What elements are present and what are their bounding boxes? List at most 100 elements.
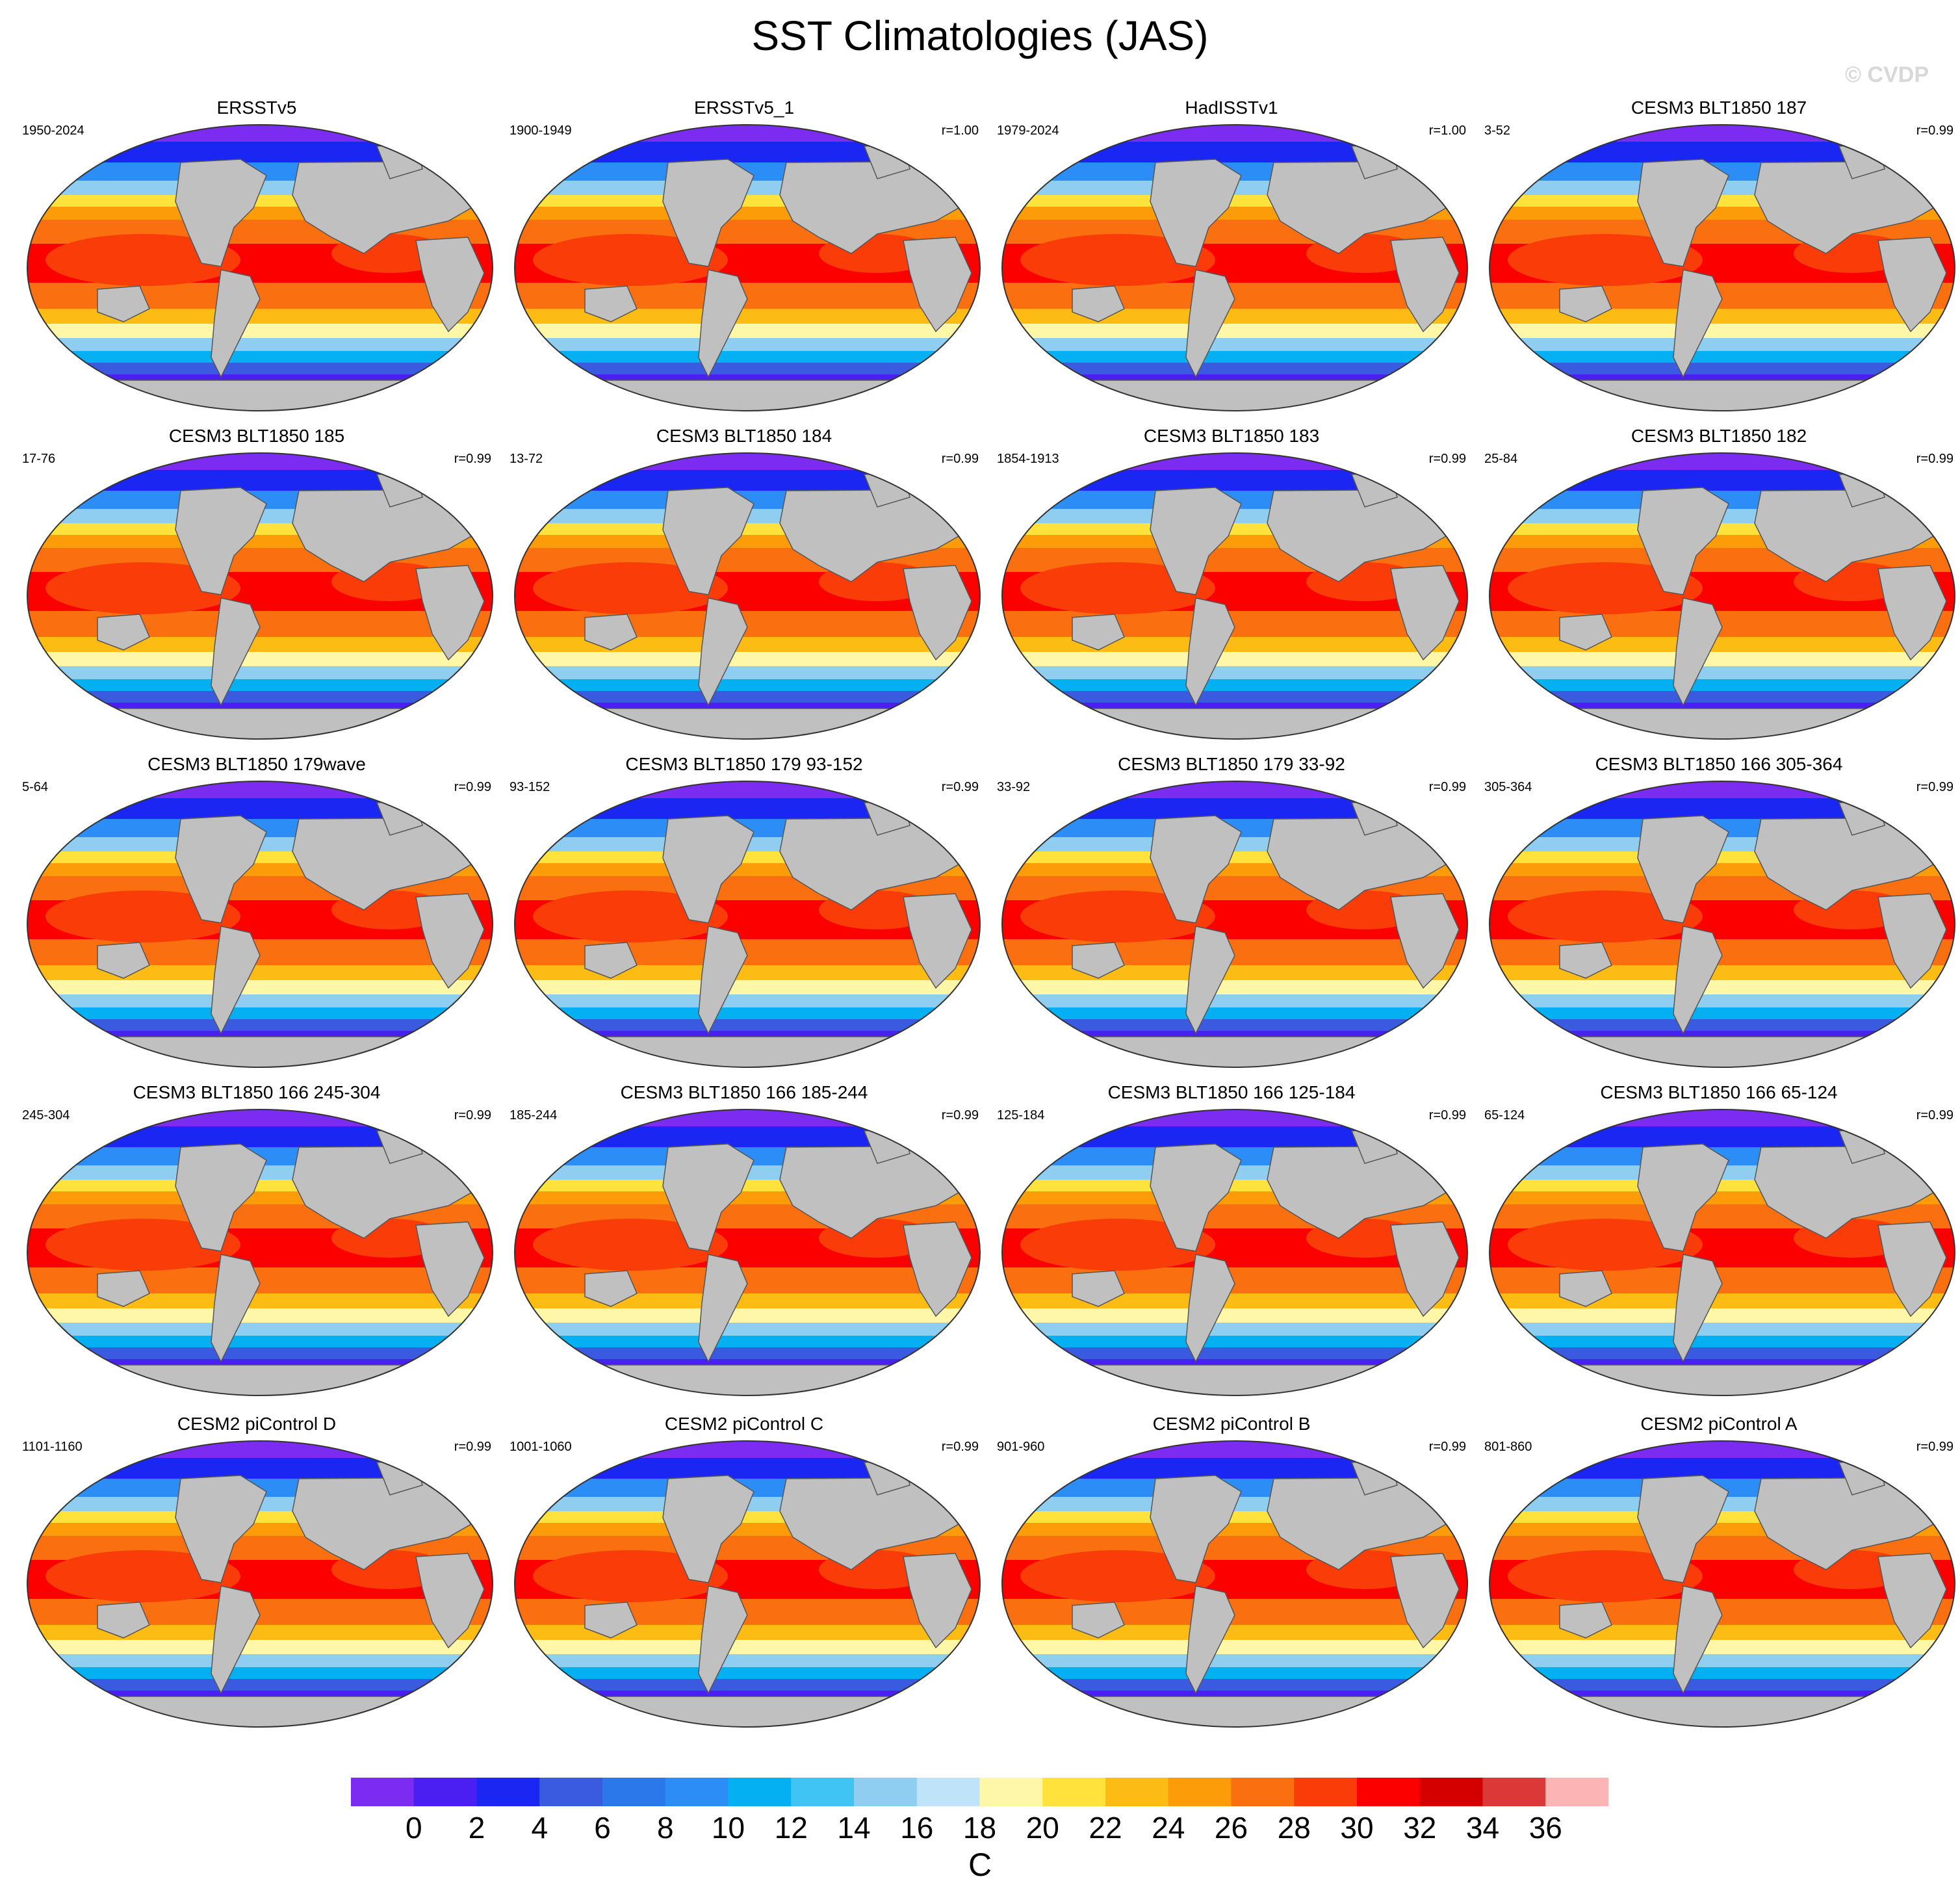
panel-title: ERSSTv5_1 [693,97,795,118]
panel-correlation: r=0.99 [1916,123,1954,138]
sst-map [1488,1440,1956,1728]
map-panel: CESM3 BLT1850 184 13-72 r=0.99 [500,426,988,740]
sst-map [513,780,981,1069]
panel-period: 185-244 [509,1108,558,1122]
panel-period: 1854-1913 [997,452,1059,466]
colorbar-swatch [1419,1778,1483,1806]
map-panel: CESM3 BLT1850 166 65-124 65-124 r=0.99 [1475,1082,1960,1397]
colorbar-swatch [476,1778,540,1806]
panel-title: CESM2 piControl B [1152,1414,1311,1434]
map-panel: CESM3 BLT1850 166 245-304 245-304 r=0.99 [13,1082,500,1397]
panel-period: 1001-1060 [509,1440,572,1454]
map-panel: ERSSTv5 1950-2024 [13,97,500,412]
colorbar-swatch [413,1778,477,1806]
sst-map [1001,1108,1469,1397]
panel-title: CESM3 BLT1850 166 245-304 [133,1082,381,1102]
sst-map [1001,1440,1469,1728]
panel-title: CESM2 piControl A [1640,1414,1798,1434]
map-panel: CESM3 BLT1850 185 17-76 r=0.99 [13,426,500,740]
panel-title: CESM3 BLT1850 179wave [148,754,366,774]
sst-map [1488,452,1956,740]
colorbar-units-label: C [968,1847,992,1883]
map-panel: CESM3 BLT1850 187 3-52 r=0.99 [1475,97,1960,412]
panel-correlation: r=0.99 [1428,780,1466,794]
panel-title: CESM3 BLT1850 179 93-152 [625,754,863,774]
panel-period: 25-84 [1484,452,1518,466]
map-panel: HadISSTv1 1979-2024 r=1.00 [988,97,1475,411]
colorbar-tick-label: 16 [900,1811,934,1845]
panel-period: 245-304 [22,1108,70,1122]
sst-map [1001,780,1469,1069]
sst-map [513,452,981,740]
map-panel: CESM3 BLT1850 166 125-184 125-184 r=0.99 [988,1082,1475,1397]
panel-period: 801-860 [1484,1440,1532,1454]
panel-period: 3-52 [1484,123,1511,138]
panel-correlation: r=0.99 [941,780,979,794]
colorbar-swatch [916,1778,980,1806]
sst-map [1488,1108,1956,1397]
colorbar-swatch [1482,1778,1546,1806]
panel-period: 93-152 [509,780,550,794]
panel-correlation: r=0.99 [941,452,979,466]
panel-correlation: r=1.00 [1428,123,1466,138]
sst-map [26,123,494,412]
sst-map [1001,452,1469,740]
map-panel: CESM3 BLT1850 166 305-364 305-364 r=0.99 [1475,754,1960,1069]
map-panel: CESM2 piControl D 1101-1160 r=0.99 [13,1414,500,1728]
panel-title: CESM3 BLT1850 183 [1143,426,1320,446]
colorbar-tick-label: 12 [774,1811,808,1845]
panel-correlation: r=0.99 [1916,1108,1954,1122]
colorbar-tick-label: 8 [657,1811,674,1845]
map-panel: CESM3 BLT1850 179 33-92 33-92 r=0.99 [988,754,1475,1069]
map-panel: CESM2 piControl A 801-860 r=0.99 [1475,1414,1960,1728]
panel-title: CESM2 piControl D [177,1414,337,1434]
colorbar-tick-label: 10 [711,1811,745,1845]
colorbar-swatch [1105,1778,1169,1806]
panel-correlation: r=0.99 [1428,452,1466,466]
sst-map [26,1108,494,1397]
colorbar-swatch [539,1778,603,1806]
sst-map [513,123,981,412]
colorbar-tick-label: 26 [1214,1811,1248,1845]
map-panel: CESM3 BLT1850 182 25-84 r=0.99 [1475,426,1960,740]
cvdp-watermark: © CVDP [1845,62,1929,87]
colorbar-tick-labels: 0 2 4 6 8 10 12 14 16 18 20 22 24 26 28 30 32 34 36 [351,1810,1608,1849]
panel-period: 33-92 [997,780,1031,794]
sst-map [1488,123,1956,412]
colorbar-tick-label: 28 [1277,1811,1311,1845]
panel-title: CESM3 BLT1850 166 125-184 [1107,1082,1356,1102]
map-panel: CESM2 piControl B 901-960 r=0.99 [988,1414,1475,1728]
colorbar-swatch [1545,1778,1608,1806]
colorbar-swatch [1168,1778,1231,1806]
map-panel: CESM2 piControl C 1001-1060 r=0.99 [500,1414,988,1728]
sst-map [1488,780,1956,1069]
panel-correlation: r=0.99 [941,1440,979,1454]
colorbar-swatch [351,1778,415,1806]
colorbar-tick-label: 20 [1025,1811,1059,1845]
panel-title: ERSSTv5 [216,97,297,118]
colorbar-tick-label: 30 [1340,1811,1374,1845]
panel-period: 17-76 [22,452,56,466]
map-panel: CESM3 BLT1850 179wave 5-64 r=0.99 [13,754,500,1068]
colorbar-tick-label: 32 [1403,1811,1437,1845]
sst-map [26,452,494,740]
panel-title: CESM3 BLT1850 185 [168,426,345,446]
panel-correlation: r=0.99 [1428,1108,1466,1122]
panel-title: CESM3 BLT1850 187 [1631,97,1807,118]
map-panel: CESM3 BLT1850 179 93-152 93-152 r=0.99 [500,754,988,1069]
sst-map [513,1440,981,1728]
colorbar-tick-label: 24 [1152,1811,1185,1845]
panel-correlation: r=0.99 [454,452,491,466]
colorbar-tick-label: 34 [1465,1811,1500,1845]
panel-title: HadISSTv1 [1185,97,1278,118]
colorbar-swatch [791,1778,855,1806]
panel-title: CESM2 piControl C [664,1414,824,1434]
colorbar-tick-label: 36 [1528,1811,1562,1845]
sst-map [513,1108,981,1397]
colorbar-tick-label: 18 [962,1811,997,1845]
colorbar-swatch [1042,1778,1106,1806]
panel-period: 305-364 [1484,780,1532,794]
panel-correlation: r=0.99 [1916,452,1954,466]
panel-period: 125-184 [997,1108,1045,1122]
panel-period: 1900-1949 [509,123,572,138]
